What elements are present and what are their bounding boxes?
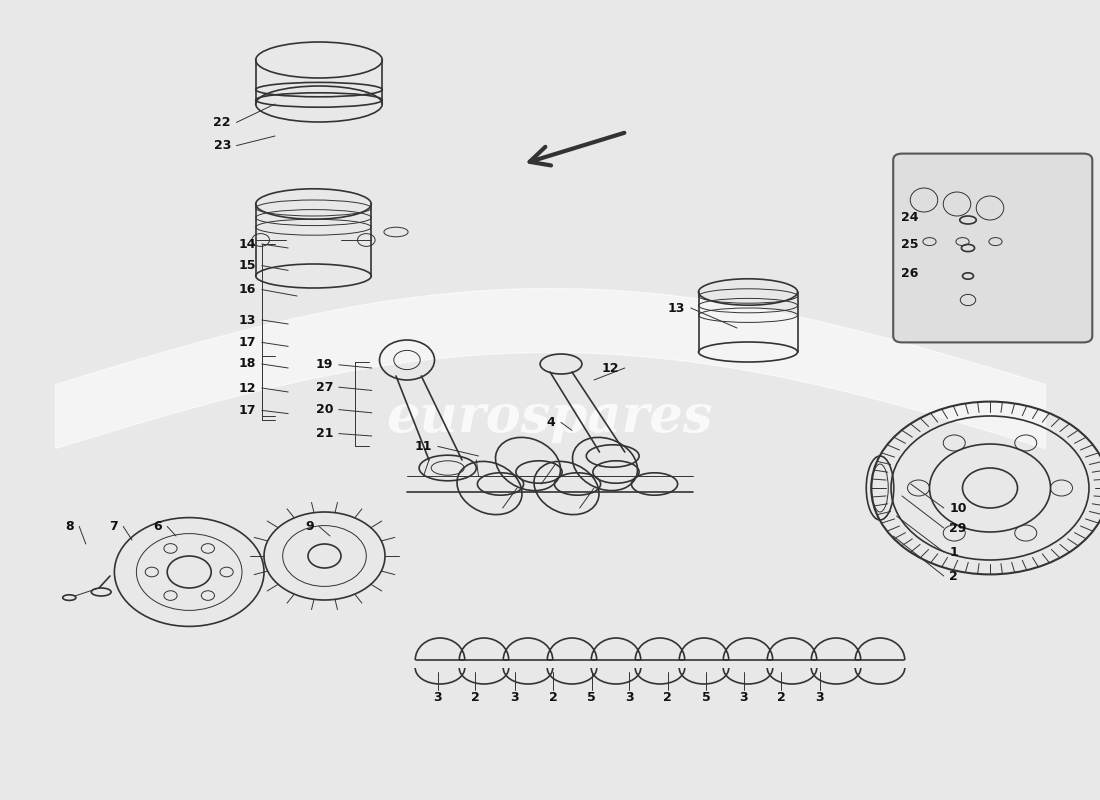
Text: 1: 1	[949, 546, 958, 558]
Text: 9: 9	[305, 520, 314, 533]
Text: 7: 7	[109, 520, 118, 533]
Text: 14: 14	[239, 238, 256, 250]
FancyBboxPatch shape	[893, 154, 1092, 342]
Text: 2: 2	[663, 691, 672, 704]
Text: 5: 5	[702, 691, 711, 704]
Text: 12: 12	[239, 382, 256, 394]
Text: 13: 13	[239, 314, 256, 326]
Text: 23: 23	[213, 139, 231, 152]
Text: eurospares: eurospares	[387, 392, 713, 443]
Text: 3: 3	[433, 691, 442, 704]
Text: 2: 2	[949, 570, 958, 582]
Text: 20: 20	[316, 403, 333, 416]
Text: 19: 19	[316, 358, 333, 371]
Text: 24: 24	[901, 211, 918, 224]
Text: 3: 3	[815, 691, 824, 704]
Text: 17: 17	[239, 336, 256, 349]
Text: 13: 13	[668, 302, 685, 314]
Text: 3: 3	[510, 691, 519, 704]
Text: 3: 3	[625, 691, 634, 704]
Text: 21: 21	[316, 427, 333, 440]
Text: 11: 11	[415, 440, 432, 453]
Text: 18: 18	[239, 358, 256, 370]
Text: 17: 17	[239, 404, 256, 417]
Text: 22: 22	[213, 116, 231, 129]
Text: 5: 5	[587, 691, 596, 704]
Text: 4: 4	[547, 416, 556, 429]
Text: 3: 3	[739, 691, 748, 704]
Text: 8: 8	[65, 520, 74, 533]
Text: 25: 25	[901, 238, 918, 251]
Text: 2: 2	[549, 691, 558, 704]
Text: 2: 2	[777, 691, 785, 704]
Text: 12: 12	[602, 362, 619, 374]
Text: 16: 16	[239, 283, 256, 296]
Text: 2: 2	[471, 691, 480, 704]
Text: 26: 26	[901, 267, 918, 280]
Text: 15: 15	[239, 259, 256, 272]
Text: 27: 27	[316, 381, 333, 394]
Text: 29: 29	[949, 522, 967, 534]
Text: 10: 10	[949, 502, 967, 514]
Text: 6: 6	[153, 520, 162, 533]
